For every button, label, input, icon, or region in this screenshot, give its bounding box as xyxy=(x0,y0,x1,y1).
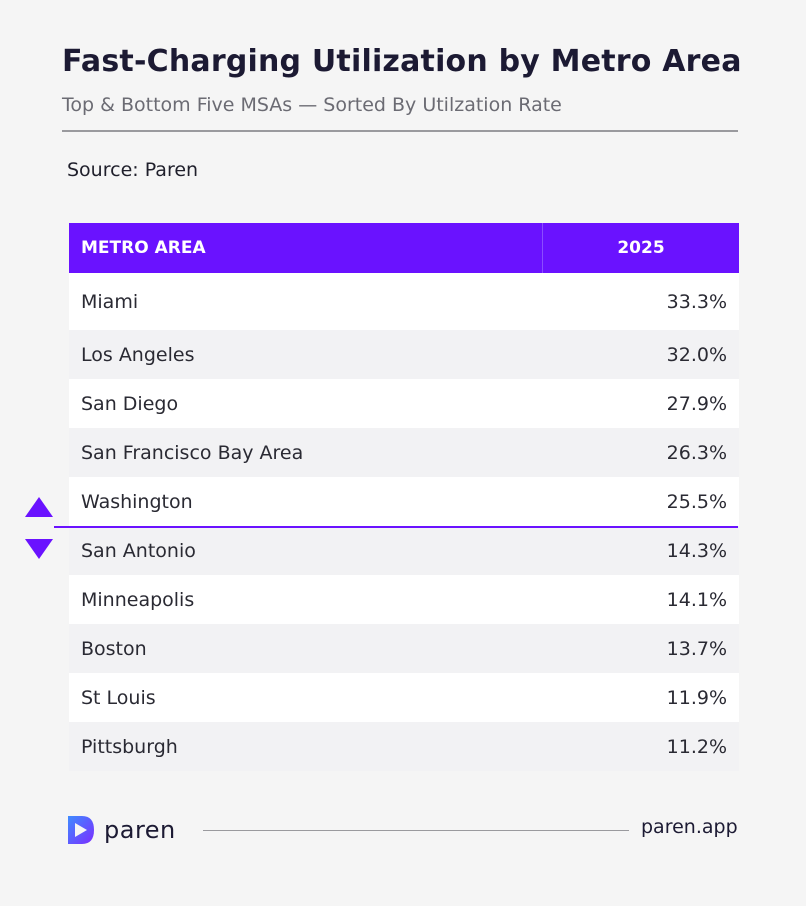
metro-name: San Francisco Bay Area xyxy=(81,441,304,464)
table-header: METRO AREA 2025 xyxy=(69,223,739,273)
top-bottom-divider xyxy=(54,526,738,528)
metro-name: San Antonio xyxy=(81,539,196,562)
utilization-value: 14.3% xyxy=(666,539,727,562)
metro-name: Minneapolis xyxy=(81,588,195,611)
column-header-year: 2025 xyxy=(617,238,665,258)
bottom-five-down-arrow-icon xyxy=(25,539,53,559)
paren-logo: paren xyxy=(64,812,176,848)
metro-name: Miami xyxy=(81,290,139,313)
source-note: Source: Paren xyxy=(67,159,199,181)
table-row: Minneapolis 14.1% xyxy=(69,575,739,624)
metro-name: Boston xyxy=(81,637,147,660)
column-header-metro: METRO AREA xyxy=(69,223,543,273)
footer-url: paren.app xyxy=(641,816,738,838)
table-row: San Diego 27.9% xyxy=(69,379,739,428)
utilization-value: 27.9% xyxy=(666,392,727,415)
utilization-value: 26.3% xyxy=(666,441,727,464)
table-row: Miami 33.3% xyxy=(69,273,739,330)
metro-table: METRO AREA 2025 Miami 33.3% Los Angeles 32.… xyxy=(69,223,739,771)
table-row: San Francisco Bay Area 26.3% xyxy=(69,428,739,477)
metro-name: Los Angeles xyxy=(81,343,195,366)
top-five-up-arrow-icon xyxy=(25,497,53,517)
table-row: Pittsburgh 11.2% xyxy=(69,722,739,771)
chart-title: Fast-Charging Utilization by Metro Area xyxy=(62,44,742,79)
utilization-value: 11.2% xyxy=(666,735,727,758)
metro-name: Pittsburgh xyxy=(81,735,178,758)
utilization-value: 11.9% xyxy=(666,686,727,709)
title-divider xyxy=(62,130,738,132)
table-row: Los Angeles 32.0% xyxy=(69,330,739,379)
utilization-value: 14.1% xyxy=(666,588,727,611)
metro-name: San Diego xyxy=(81,392,179,415)
table-body: Miami 33.3% Los Angeles 32.0% San Diego 27.9%… xyxy=(69,273,739,771)
metro-name: Washington xyxy=(81,490,193,513)
table-row: San Antonio 14.3% xyxy=(69,526,739,575)
brand-name: paren xyxy=(104,816,176,844)
table-row: St Louis 11.9% xyxy=(69,673,739,722)
metro-name: St Louis xyxy=(81,686,156,709)
footer-divider xyxy=(203,830,629,831)
chart-subtitle: Top & Bottom Five MSAs — Sorted By Utilz… xyxy=(62,94,562,116)
table-row: Boston 13.7% xyxy=(69,624,739,673)
utilization-value: 33.3% xyxy=(666,290,727,313)
table-row: Washington 25.5% xyxy=(69,477,739,526)
utilization-value: 13.7% xyxy=(666,637,727,660)
utilization-value: 25.5% xyxy=(666,490,727,513)
paren-logo-icon xyxy=(68,816,94,844)
utilization-value: 32.0% xyxy=(666,343,727,366)
